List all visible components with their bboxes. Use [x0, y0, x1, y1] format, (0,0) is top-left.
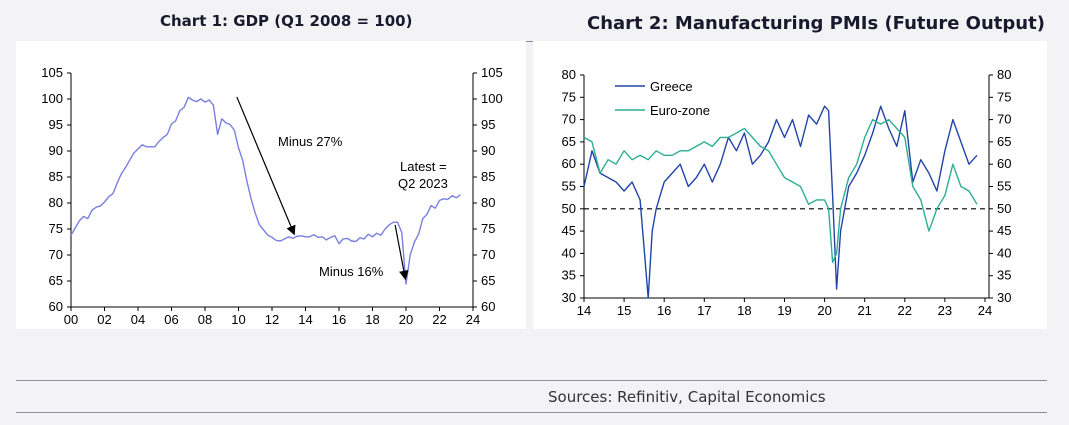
annotation-latest-period: Q2 2023 — [398, 176, 448, 191]
y-tick-label-left: 30 — [562, 290, 576, 305]
x-tick-label: 15 — [617, 303, 631, 318]
x-tick-label: 02 — [97, 312, 111, 327]
y-tick-label-left: 70 — [49, 247, 63, 262]
y-tick-label-right: 60 — [997, 156, 1011, 171]
y-tick-label-right: 60 — [481, 299, 495, 314]
x-tick-label: 18 — [737, 303, 751, 318]
y-tick-label-left: 75 — [562, 89, 576, 104]
annotation-minus-16: Minus 16% — [319, 264, 384, 279]
x-tick-label: 24 — [466, 312, 480, 327]
y-tick-label-right: 65 — [997, 134, 1011, 149]
x-tick-label: 20 — [817, 303, 831, 318]
sources-note: Sources: Refinitiv, Capital Economics — [548, 388, 826, 406]
x-tick-label: 08 — [198, 312, 212, 327]
x-tick-label: 14 — [298, 312, 312, 327]
y-tick-label-left: 50 — [562, 201, 576, 216]
x-tick-label: 00 — [64, 312, 78, 327]
x-tick-label: 19 — [777, 303, 791, 318]
y-tick-label-left: 80 — [562, 67, 576, 82]
chart-2-title: Chart 2: Manufacturing PMIs (Future Outp… — [587, 13, 1045, 34]
y-tick-label-left: 55 — [562, 179, 576, 194]
y-tick-label-left: 65 — [49, 273, 63, 288]
series-line-euro-zone — [583, 118, 978, 264]
x-tick-label: 16 — [332, 312, 346, 327]
y-tick-label-left: 40 — [562, 245, 576, 260]
chart-2-plot: 30 30 35 35 40 40 45 45 50 50 55 55 60 60 65 65 70 70 75 75… — [562, 67, 1012, 318]
arrow-minus-27 — [236, 96, 296, 236]
y-tick-label-left: 65 — [562, 134, 576, 149]
y-tick-label-right: 35 — [997, 268, 1011, 283]
chart-1-plot: 60 60 65 65 70 70 75 75 80 80 85 85 90 90 95 95 100 100 10… — [41, 65, 503, 327]
y-tick-label-left: 85 — [49, 169, 63, 184]
y-tick-label-left: 60 — [562, 156, 576, 171]
x-tick-label: 18 — [365, 312, 379, 327]
x-tick-label: 17 — [697, 303, 711, 318]
y-tick-label-right: 80 — [481, 195, 495, 210]
y-tick-label-right: 100 — [481, 91, 503, 106]
x-tick-label: 10 — [231, 312, 245, 327]
y-tick-label-right: 105 — [481, 65, 503, 80]
series-line-gdp — [70, 96, 461, 285]
footer-divider-bottom — [16, 412, 1047, 413]
y-tick-label-right: 40 — [997, 245, 1011, 260]
footer-divider-top — [16, 380, 1047, 381]
y-tick-label-left: 60 — [49, 299, 63, 314]
y-tick-label-left: 45 — [562, 223, 576, 238]
series-line-greece — [583, 105, 978, 299]
y-tick-label-left: 105 — [41, 65, 63, 80]
x-tick-label: 22 — [432, 312, 446, 327]
chart-1-panel: 60 60 65 65 70 70 75 75 80 80 85 85 90 90 95 95 100 100 10… — [16, 41, 526, 329]
y-tick-label-right: 55 — [997, 179, 1011, 194]
x-tick-label: 04 — [131, 312, 145, 327]
y-tick-label-right: 80 — [997, 67, 1011, 82]
y-tick-label-right: 65 — [481, 273, 495, 288]
x-tick-label: 14 — [577, 303, 591, 318]
x-tick-label: 23 — [938, 303, 952, 318]
y-tick-label-right: 75 — [481, 221, 495, 236]
y-tick-label-right: 30 — [997, 290, 1011, 305]
x-tick-label: 24 — [978, 303, 992, 318]
y-tick-label-left: 95 — [49, 117, 63, 132]
annotation-latest: Latest = — [400, 159, 447, 174]
top-divider — [16, 41, 1047, 42]
annotation-minus-27: Minus 27% — [278, 134, 343, 149]
y-tick-label-right: 70 — [481, 247, 495, 262]
chart-1-title: Chart 1: GDP (Q1 2008 = 100) — [160, 12, 413, 30]
chart-2-panel: 30 30 35 35 40 40 45 45 50 50 55 55 60 60 65 65 70 70 75 75… — [533, 41, 1047, 329]
y-tick-label-right: 90 — [481, 143, 495, 158]
y-tick-label-right: 50 — [997, 201, 1011, 216]
x-tick-label: 16 — [657, 303, 671, 318]
y-tick-label-left: 75 — [49, 221, 63, 236]
y-tick-label-left: 100 — [41, 91, 63, 106]
y-tick-label-left: 80 — [49, 195, 63, 210]
arrow-minus-16 — [394, 224, 409, 281]
y-tick-label-right: 95 — [481, 117, 495, 132]
y-tick-label-right: 85 — [481, 169, 495, 184]
y-tick-label-right: 70 — [997, 112, 1011, 127]
legend-label-euro-zone: Euro-zone — [650, 103, 710, 118]
x-tick-label: 22 — [898, 303, 912, 318]
y-tick-label-left: 70 — [562, 112, 576, 127]
y-tick-label-right: 75 — [997, 89, 1011, 104]
x-tick-label: 06 — [164, 312, 178, 327]
x-tick-label: 12 — [265, 312, 279, 327]
x-tick-label: 21 — [857, 303, 871, 318]
x-tick-label: 20 — [399, 312, 413, 327]
y-tick-label-left: 90 — [49, 143, 63, 158]
y-tick-label-right: 45 — [997, 223, 1011, 238]
legend-label-greece: Greece — [650, 79, 693, 94]
y-tick-label-left: 35 — [562, 268, 576, 283]
